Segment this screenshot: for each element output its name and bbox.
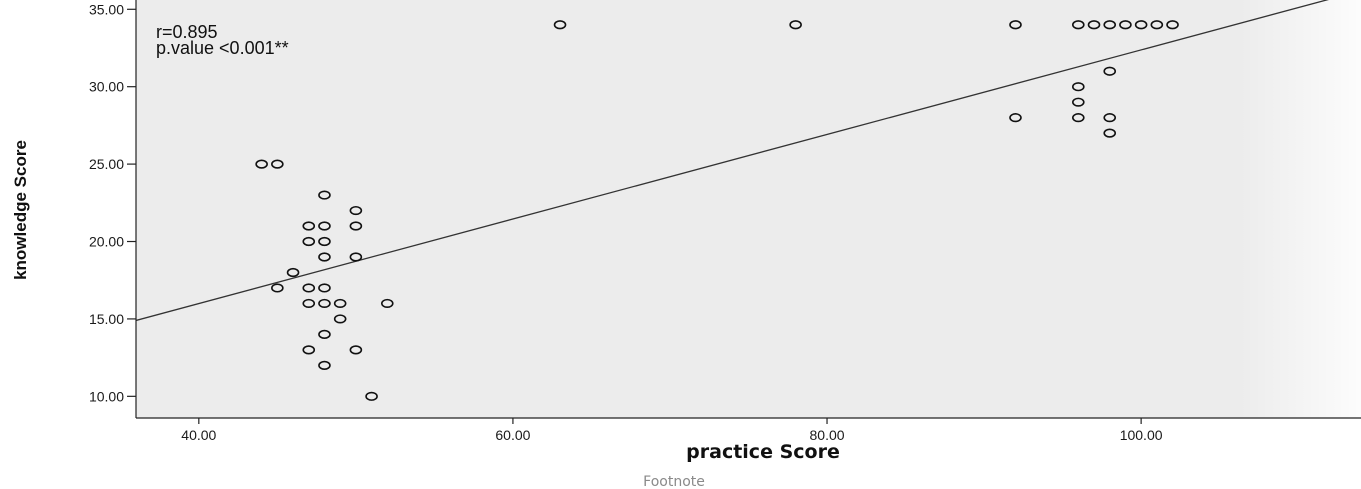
data-point-18 (380, 298, 394, 309)
y-tick-label-1: 15.00 (89, 311, 124, 327)
data-point-31 (1119, 20, 1132, 30)
data-point-23 (318, 360, 331, 370)
data-point-11 (286, 267, 300, 278)
data-point-33 (1150, 20, 1164, 30)
data-point-37 (1072, 97, 1085, 107)
data-point-24 (365, 391, 378, 401)
data-point-14 (318, 283, 331, 293)
x-tick-label-3: 100.00 (1120, 427, 1163, 443)
annotation-r: r=0.895 (156, 22, 218, 42)
data-point-16 (318, 298, 331, 309)
regression-line (136, 0, 1329, 322)
data-point-13 (302, 283, 316, 293)
data-point-41 (1103, 128, 1117, 138)
data-point-17 (333, 298, 347, 309)
y-tick-label-2: 20.00 (89, 234, 124, 250)
y-axis-title: knowledge Score (11, 140, 30, 280)
data-point-3 (349, 205, 363, 216)
data-point-6 (349, 221, 363, 231)
annotation-p-value: p.value <0.001** (156, 38, 289, 58)
data-point-25 (553, 20, 567, 30)
data-point-28 (1072, 20, 1085, 30)
y-tick-label-4: 30.00 (89, 79, 124, 95)
data-point-20 (318, 329, 331, 340)
y-tick-label-3: 25.00 (89, 156, 124, 172)
x-tick-label-0: 40.00 (181, 427, 216, 443)
data-point-9 (318, 252, 331, 262)
data-point-26 (789, 20, 802, 30)
data-point-7 (302, 236, 316, 247)
data-point-19 (333, 314, 347, 324)
data-point-27 (1009, 20, 1022, 30)
data-point-38 (1009, 113, 1022, 123)
data-point-32 (1134, 20, 1148, 30)
data-point-1 (271, 159, 284, 169)
data-point-15 (302, 298, 316, 309)
data-point-22 (349, 345, 363, 355)
x-tick-label-1: 60.00 (495, 427, 530, 443)
data-point-21 (302, 345, 316, 355)
x-axis-title: practice Score (686, 441, 840, 463)
data-point-34 (1166, 20, 1179, 30)
footnote: Footnote (643, 474, 705, 489)
data-point-4 (302, 221, 316, 231)
data-point-40 (1103, 113, 1117, 123)
data-point-35 (1103, 66, 1117, 76)
data-point-5 (318, 221, 331, 231)
x-tick-label-2: 80.00 (810, 427, 845, 443)
data-point-30 (1103, 20, 1117, 30)
data-point-36 (1072, 82, 1085, 92)
data-point-39 (1072, 113, 1085, 123)
y-tick-label-0: 10.00 (89, 388, 124, 404)
data-point-12 (271, 283, 284, 293)
data-point-2 (318, 190, 331, 200)
data-point-29 (1087, 20, 1101, 30)
data-point-10 (349, 252, 363, 262)
data-point-0 (255, 159, 268, 169)
plot-edge-fade (136, 0, 1361, 418)
y-tick-label-5: 35.00 (89, 1, 124, 17)
data-point-8 (318, 236, 331, 247)
